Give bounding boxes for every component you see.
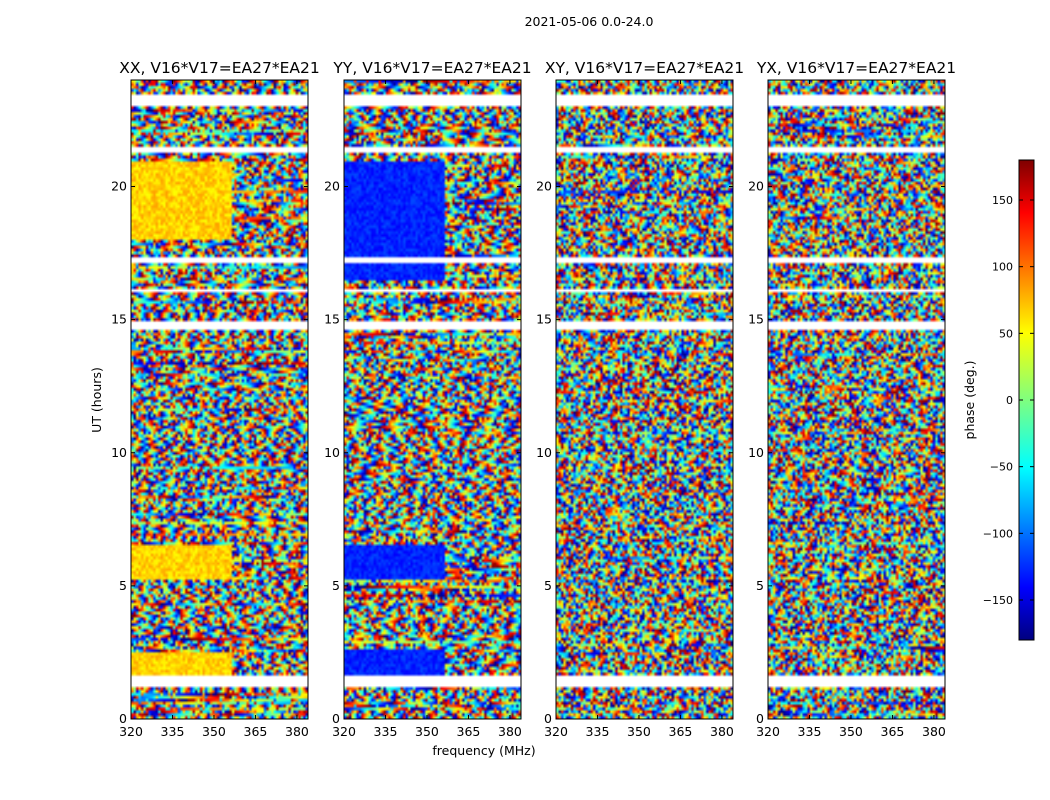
y-tick-label: 5: [332, 578, 340, 593]
phase-heatmap: [768, 80, 945, 719]
colorbar-tick-label: 150: [992, 194, 1013, 207]
x-tick-label: 380: [285, 724, 309, 739]
colorbar: phase (deg.) −150 −100 −50 0 50 100 150: [962, 159, 1035, 641]
y-tick-label: 0: [756, 711, 764, 726]
y-tick-label: 10: [324, 445, 340, 460]
x-tick-label: 335: [798, 724, 822, 739]
x-tick-label: 335: [161, 724, 185, 739]
y-tick-label: 15: [748, 312, 764, 327]
panel-title: XX, V16*V17=EA27*EA21: [119, 59, 319, 77]
x-tick-label: 380: [710, 724, 734, 739]
x-tick-label: 320: [119, 724, 143, 739]
y-tick-label: 10: [111, 445, 127, 460]
panel-4: YX, V16*V17=EA27*EA21 320 335 350 365 380 0 5 10…: [748, 59, 956, 739]
x-tick-label: 365: [669, 724, 693, 739]
x-tick-label: 335: [374, 724, 398, 739]
colorbar-tick-label: −100: [983, 527, 1013, 540]
y-tick-label: 5: [756, 578, 764, 593]
colorbar-tick-label: 50: [999, 327, 1013, 340]
plot-frame: [130, 79, 309, 720]
panel-title: XY, V16*V17=EA27*EA21: [545, 59, 744, 77]
panel-3: XY, V16*V17=EA27*EA21 320 335 350 365 380 0 5 10…: [536, 59, 744, 739]
plot-frame: [343, 79, 522, 720]
x-tick-label: 365: [244, 724, 268, 739]
x-tick-label: 365: [457, 724, 481, 739]
phase-heatmap: [344, 80, 521, 719]
panel-1: XX, V16*V17=EA27*EA21 320 335 350 365 380 0 5 10…: [111, 59, 320, 739]
x-tick-label: 380: [498, 724, 522, 739]
panel-2: YY, V16*V17=EA27*EA21 320 335 350 365 380 0 5 10…: [324, 59, 531, 739]
colorbar-tick-label: 0: [1006, 394, 1013, 407]
y-tick-label: 5: [119, 578, 127, 593]
x-tick-label: 365: [881, 724, 905, 739]
x-axis-label: frequency (MHz): [432, 743, 535, 758]
y-tick-label: 10: [748, 445, 764, 460]
plot-frame: [767, 79, 946, 720]
phase-heatmap: [131, 80, 308, 719]
y-tick-label: 0: [119, 711, 127, 726]
colorbar-label: phase (deg.): [962, 361, 977, 440]
y-tick-label: 20: [748, 179, 764, 194]
y-tick-label: 0: [332, 711, 340, 726]
x-tick-label: 350: [627, 724, 651, 739]
x-tick-label: 350: [839, 724, 863, 739]
colorbar-tick-label: −50: [990, 461, 1013, 474]
plot-frame: [555, 79, 734, 720]
y-tick-label: 5: [544, 578, 552, 593]
y-tick-label: 15: [324, 312, 340, 327]
panel-title: YX, V16*V17=EA27*EA21: [756, 59, 956, 77]
x-tick-label: 320: [332, 724, 356, 739]
x-tick-label: 320: [544, 724, 568, 739]
x-tick-label: 350: [415, 724, 439, 739]
colorbar-tick-label: 100: [992, 261, 1013, 274]
y-tick-label: 10: [536, 445, 552, 460]
x-tick-label: 350: [202, 724, 226, 739]
figure-suptitle: 2021-05-06 0.0-24.0: [525, 14, 654, 29]
phase-heatmap: [556, 80, 733, 719]
y-tick-label: 20: [324, 179, 340, 194]
x-tick-label: 380: [922, 724, 946, 739]
y-tick-label: 0: [544, 711, 552, 726]
colorbar-tick-label: −150: [983, 594, 1013, 607]
y-axis-label: UT (hours): [89, 367, 104, 433]
x-tick-label: 335: [586, 724, 610, 739]
x-tick-label: 320: [756, 724, 780, 739]
panel-title: YY, V16*V17=EA27*EA21: [332, 59, 531, 77]
y-tick-label: 15: [111, 312, 127, 327]
y-tick-label: 15: [536, 312, 552, 327]
y-tick-label: 20: [536, 179, 552, 194]
y-tick-label: 20: [111, 179, 127, 194]
